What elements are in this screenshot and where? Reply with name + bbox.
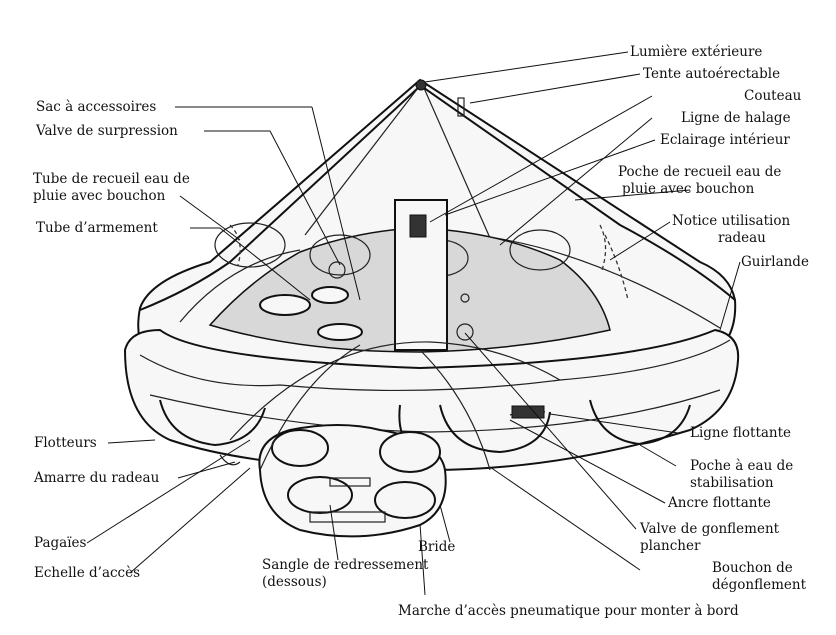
label-poche-eau-line1: Poche à eau de: [690, 458, 794, 474]
label-sangle-line1: Sangle de redressement: [262, 557, 429, 573]
label-tube-recueil-line2: pluie avec bouchon: [33, 188, 166, 204]
top-light: [415, 79, 427, 91]
label-eclairage-interieur: Eclairage intérieur: [660, 132, 790, 148]
label-notice-line2: radeau: [718, 230, 766, 246]
label-bride: Bride: [418, 539, 456, 555]
label-ligne-de-halage: Ligne de halage: [681, 110, 791, 126]
label-sangle-line2: (dessous): [262, 574, 327, 590]
righting-strap: [229, 341, 561, 441]
label-sac-accessoires: Sac à accessoires: [36, 99, 157, 115]
label-ligne-flottante: Ligne flottante: [690, 425, 792, 441]
interior-light: [409, 214, 427, 238]
equipment-bag: [259, 294, 311, 316]
label-valve-surpression: Valve de surpression: [36, 123, 178, 139]
label-tente-autoerectable: Tente autoérectable: [643, 66, 781, 82]
lifeline: [139, 339, 731, 392]
label-tube-recueil-line1: Tube de recueil eau de: [33, 171, 190, 187]
paddle: [317, 323, 363, 341]
label-valve-gonflement-line1: Valve de gonflement: [640, 521, 780, 537]
label-notice-line1: Notice utilisation: [672, 213, 791, 229]
label-lumiere-exterieure: Lumière extérieure: [630, 44, 763, 60]
stabilization-pocket: [159, 399, 266, 447]
label-marche: Marche d’accès pneumatique pour monter à…: [398, 603, 739, 619]
label-flotteurs: Flotteurs: [34, 435, 97, 451]
label-poche-eau-line2: stabilisation: [690, 475, 774, 491]
label-ancre: Ancre flottante: [668, 495, 771, 511]
label-valve-gonflement-line2: plancher: [640, 538, 701, 554]
label-bouchon-line1: Bouchon de: [712, 560, 793, 576]
label-poche-recueil-line1: Poche de recueil eau de: [618, 164, 782, 180]
label-amarre: Amarre du radeau: [34, 470, 160, 486]
label-couteau: Couteau: [744, 88, 802, 104]
label-tube-armement: Tube d’armement: [36, 220, 158, 236]
label-echelle: Echelle d’accès: [34, 565, 141, 581]
label-guirlande: Guirlande: [741, 254, 809, 270]
central-pillar: [394, 199, 448, 351]
label-bouchon-line2: dégonflement: [712, 577, 806, 593]
label-pagaies: Pagaïes: [34, 535, 87, 551]
label-poche-recueil-line2: pluie avec bouchon: [622, 181, 755, 197]
pressure-valve-cylinder: [311, 286, 349, 304]
